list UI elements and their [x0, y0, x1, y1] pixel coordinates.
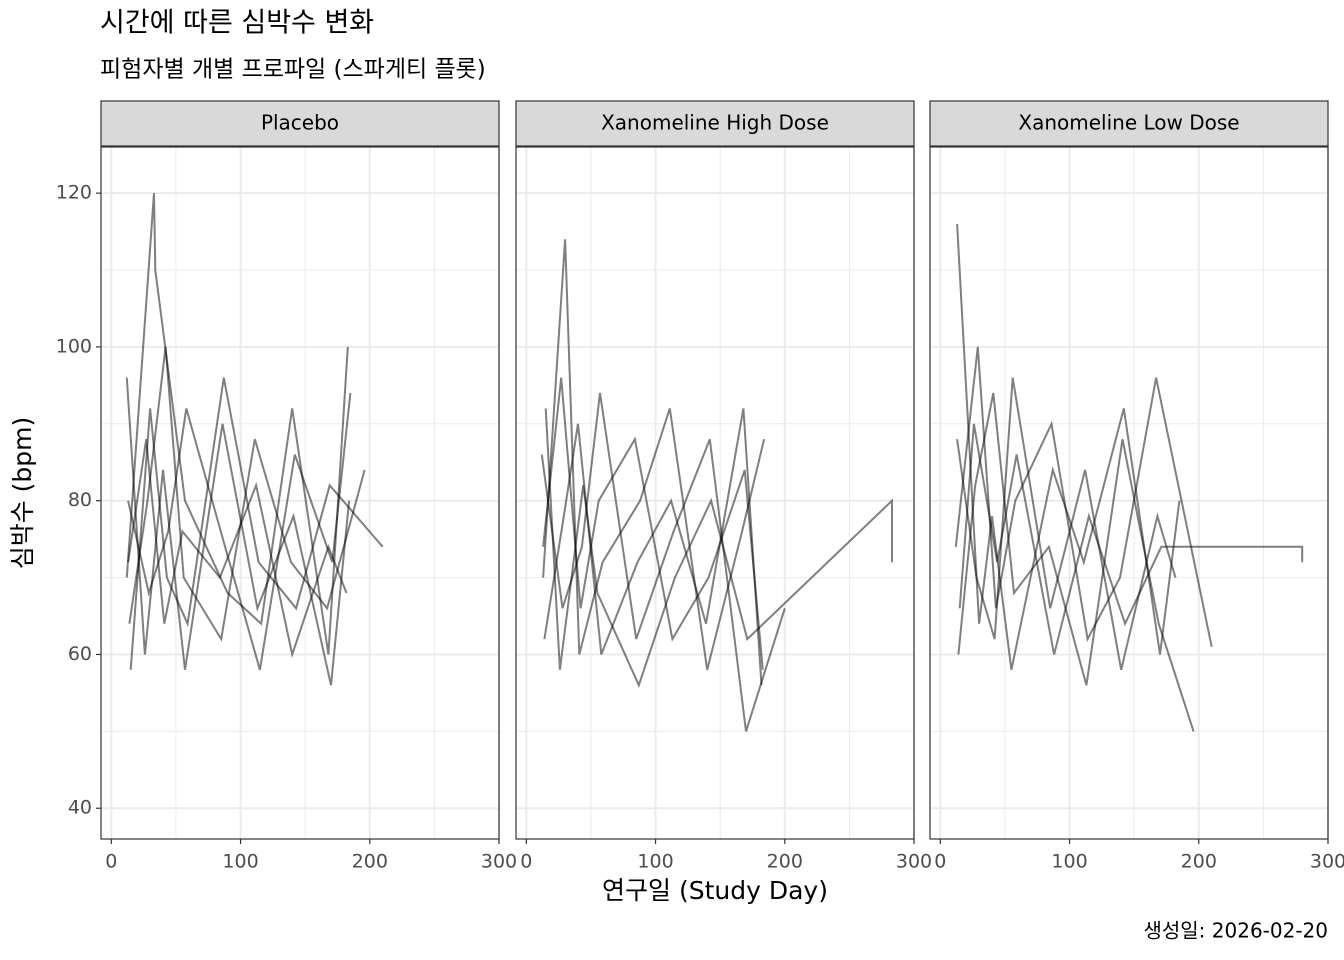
- panel: [930, 147, 1328, 839]
- subject-line: [956, 223, 1181, 671]
- x-tick-label: 0: [105, 851, 117, 873]
- strip: [100, 100, 500, 147]
- y-tick-label: 100: [56, 335, 92, 357]
- subject-line: [543, 408, 763, 686]
- x-axis-label: 연구일 (Study Day): [602, 876, 828, 905]
- y-tick-label: 40: [68, 797, 92, 819]
- x-tick-label: 200: [352, 851, 388, 873]
- strip-label: Placebo: [261, 111, 339, 135]
- panel: [101, 147, 499, 839]
- subject-line: [125, 377, 351, 686]
- subject-line: [954, 346, 1213, 648]
- y-tick-label: 120: [56, 182, 92, 204]
- y-axis-label: 심박수 (bpm): [8, 417, 37, 570]
- x-tick-label: 300: [896, 851, 932, 873]
- panel-border: [100, 146, 500, 840]
- panel-border: [929, 146, 1329, 840]
- y-tick-label: 60: [68, 643, 92, 665]
- x-tick-label: 100: [1051, 851, 1087, 873]
- x-tick-label: 200: [1181, 851, 1217, 873]
- subject-line: [125, 193, 349, 655]
- subject-line: [958, 423, 1304, 655]
- subject-line: [540, 392, 786, 732]
- subject-line: [542, 377, 764, 670]
- x-tick-label: 0: [934, 851, 946, 873]
- chart-title: 시간에 따른 심박수 변화: [100, 8, 374, 39]
- subject-line: [129, 377, 384, 670]
- strip: [929, 100, 1329, 147]
- x-tick-label: 0: [520, 851, 532, 873]
- strip: [515, 100, 915, 147]
- x-tick-label: 100: [637, 851, 673, 873]
- y-tick-label: 80: [68, 489, 92, 511]
- subject-line: [544, 408, 893, 688]
- panel-border: [515, 146, 915, 840]
- x-tick-label: 100: [222, 851, 258, 873]
- strip-label: Xanomeline Low Dose: [1018, 111, 1239, 135]
- caption: 생성일: 2026-02-20: [1143, 919, 1328, 943]
- chart-subtitle: 피험자별 개별 프로파일 (스파게티 플롯): [100, 57, 486, 83]
- x-tick-label: 200: [767, 851, 803, 873]
- subject-line: [127, 392, 352, 671]
- panel: [516, 147, 914, 839]
- x-tick-label: 300: [481, 851, 517, 873]
- strip-label: Xanomeline High Dose: [601, 111, 829, 135]
- x-tick-label: 300: [1310, 851, 1344, 873]
